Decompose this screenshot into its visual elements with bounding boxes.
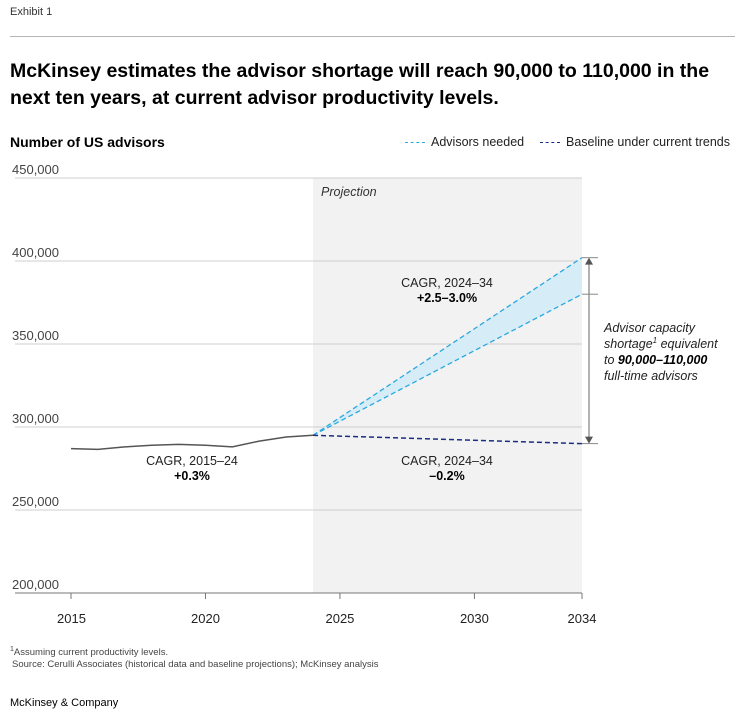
source-note: Source: Cerulli Associates (historical d…: [12, 659, 379, 671]
shortage-footnote-mark: 1: [653, 336, 657, 345]
shortage-arrow-top: [585, 257, 593, 265]
cagr-needed-label: CAGR, 2024–34: [401, 276, 493, 290]
legend-swatch-needed: [405, 141, 425, 143]
y-axis-title: Number of US advisors: [10, 134, 165, 150]
cagr-needed-value: +2.5–3.0%: [417, 291, 477, 305]
cagr-baseline-value: –0.2%: [429, 469, 464, 483]
legend-item-baseline: Baseline under current trends: [540, 135, 730, 149]
x-tick-label: 2025: [325, 611, 354, 626]
legend: Advisors needed Baseline under current t…: [0, 135, 750, 151]
y-tick-label: 250,000: [12, 494, 59, 509]
x-tick-label: 2030: [460, 611, 489, 626]
shortage-word: shortage: [604, 337, 653, 351]
cagr-historical-label: CAGR, 2015–24: [146, 454, 238, 468]
y-tick-label: 200,000: [12, 577, 59, 592]
chart-title: McKinsey estimates the advisor shortage …: [10, 60, 710, 109]
footnote-1-mark: 1: [10, 646, 14, 653]
historical-line: [70, 434, 314, 451]
x-tick-label: 2020: [191, 611, 220, 626]
shortage-arrow-bottom: [585, 436, 593, 444]
footnote-1: 1Assuming current productivity levels.: [10, 644, 378, 659]
y-tick-label: 300,000: [12, 411, 59, 426]
x-tick-label: 2034: [568, 611, 597, 626]
legend-swatch-baseline: [540, 141, 560, 143]
header-divider: [10, 36, 735, 37]
baseline-line: [313, 434, 583, 445]
y-tick-label: 450,000: [12, 162, 59, 177]
footnote-1-text: Assuming current productivity levels.: [13, 647, 169, 659]
x-tick-label: 2015: [57, 611, 86, 626]
projection-region: [313, 178, 582, 593]
legend-label-baseline: Baseline under current trends: [566, 135, 730, 149]
legend-label-needed: Advisors needed: [431, 135, 525, 149]
footnotes: 1Assuming current productivity levels. S…: [10, 644, 378, 671]
cagr-baseline-label: CAGR, 2024–34: [401, 454, 493, 468]
shortage-text-line3: to 90,000–110,000: [604, 353, 707, 367]
shortage-equivalent: equivalent: [657, 337, 718, 351]
exhibit-label: Exhibit 1: [10, 6, 53, 18]
y-tick-label: 350,000: [12, 328, 59, 343]
legend-item-advisors-needed: Advisors needed: [405, 135, 524, 149]
shortage-to: to: [604, 353, 618, 367]
shortage-range: 90,000–110,000: [618, 353, 707, 367]
advisors-needed-high-line: [312, 257, 583, 436]
brand-logo-text: McKinsey & Company: [10, 697, 119, 709]
shortage-text-line4: full-time advisors: [604, 369, 698, 383]
cagr-historical-value: +0.3%: [174, 469, 210, 483]
advisors-needed-low-line: [312, 293, 583, 436]
shortage-text-line2: shortage1 equivalent: [604, 336, 718, 351]
y-tick-label: 400,000: [12, 245, 59, 260]
shortage-text-line1: Advisor capacity: [603, 321, 696, 335]
projection-label: Projection: [321, 185, 377, 199]
